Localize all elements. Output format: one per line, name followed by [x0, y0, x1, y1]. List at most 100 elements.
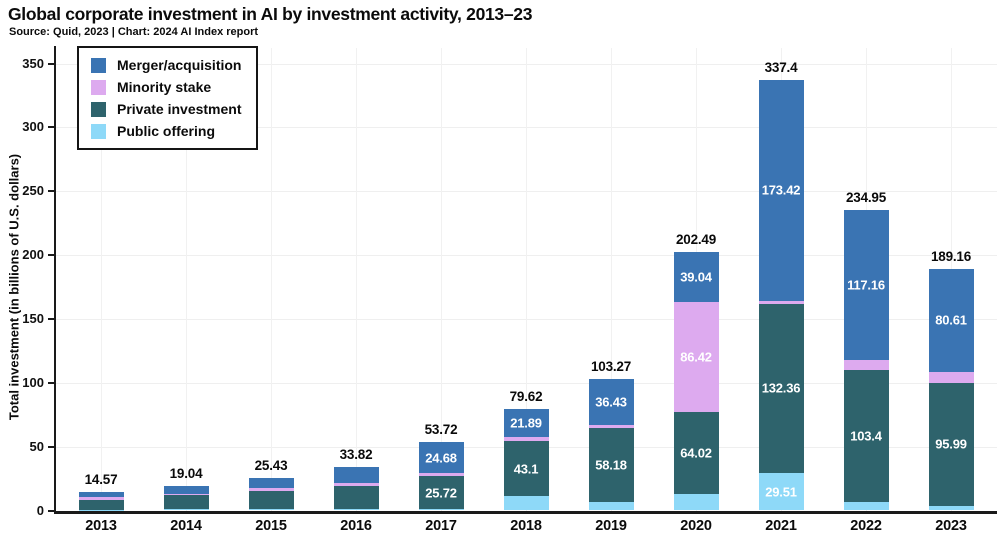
legend-label: Merger/acquisition	[117, 57, 242, 73]
bar-total-label-2023: 189.16	[930, 248, 972, 264]
segment-public-offering-2022	[843, 501, 889, 511]
legend-label: Minority stake	[117, 79, 212, 95]
segment-minority-stake-2013	[78, 497, 124, 501]
segment-value-label: 24.68	[425, 450, 457, 466]
segment-private-investment-2023: 95.99	[928, 382, 974, 506]
y-tick-label-350: 350	[22, 55, 44, 71]
segment-merger-acquisition-2020: 39.04	[673, 251, 719, 302]
segment-value-label: 25.72	[425, 485, 457, 501]
segment-minority-stake-2017	[418, 473, 464, 477]
segment-minority-stake-2023	[928, 371, 974, 383]
segment-private-investment-2013	[78, 500, 124, 510]
y-tick-label-50: 50	[29, 438, 44, 454]
x-tick-label-2013: 2013	[85, 518, 117, 534]
segment-value-label: 39.04	[680, 269, 712, 285]
v-gridline-2019	[611, 48, 612, 511]
segment-merger-acquisition-2022: 117.16	[843, 210, 889, 361]
v-gridline-2016	[356, 48, 357, 511]
legend-label: Private investment	[117, 101, 242, 117]
segment-value-label: 64.02	[680, 445, 712, 461]
x-tick-label-2022: 2022	[850, 518, 882, 534]
legend-label: Public offering	[117, 123, 215, 139]
segment-value-label: 80.61	[935, 312, 967, 328]
segment-private-investment-2022: 103.4	[843, 369, 889, 502]
legend-item-merger-acquisition: Merger/acquisition	[91, 57, 242, 73]
x-tick-label-2018: 2018	[510, 518, 542, 534]
segment-public-offering-2014	[163, 508, 209, 511]
x-tick-label-2020: 2020	[680, 518, 712, 534]
legend-swatch-icon	[91, 79, 106, 95]
bar-total-label-2018: 79.62	[509, 388, 543, 404]
segment-private-investment-2019: 58.18	[588, 428, 634, 503]
legend-item-public-offering: Public offering	[91, 123, 242, 139]
segment-private-investment-2021: 132.36	[758, 303, 804, 473]
segment-merger-acquisition-2017: 24.68	[418, 441, 464, 474]
segment-minority-stake-2014	[163, 494, 209, 496]
y-tick-mark	[48, 381, 54, 384]
segment-private-investment-2015	[248, 491, 294, 509]
v-gridline-2017	[441, 48, 442, 511]
segment-value-label: 117.16	[847, 277, 885, 293]
bar-total-label-2022: 234.95	[845, 190, 887, 206]
legend-item-private-investment: Private investment	[91, 101, 242, 117]
y-tick-mark	[48, 62, 54, 65]
segment-minority-stake-2019	[588, 425, 634, 429]
segment-public-offering-2016	[333, 508, 379, 511]
bar-total-label-2017: 53.72	[424, 421, 458, 437]
bar-total-label-2013: 14.57	[84, 471, 118, 487]
chart-title: Global corporate investment in AI by inv…	[8, 4, 533, 24]
x-tick-label-2015: 2015	[255, 518, 287, 534]
segment-private-investment-2014	[163, 495, 209, 509]
y-tick-mark	[48, 317, 54, 320]
bar-total-label-2020: 202.49	[675, 231, 717, 247]
y-tick-mark	[48, 254, 54, 257]
segment-value-label: 86.42	[680, 349, 712, 365]
segment-merger-acquisition-2014	[163, 486, 209, 495]
segment-value-label: 95.99	[935, 436, 967, 452]
segment-value-label: 43.1	[513, 461, 539, 477]
v-gridline-2015	[271, 48, 272, 511]
y-tick-label-100: 100	[22, 374, 44, 390]
legend-swatch-icon	[91, 57, 106, 73]
segment-minority-stake-2018	[503, 436, 549, 442]
y-tick-mark	[48, 190, 54, 193]
segment-value-label: 36.43	[595, 394, 627, 410]
x-axis-line	[54, 510, 997, 514]
segment-public-offering-2019	[588, 502, 634, 511]
x-tick-label-2017: 2017	[425, 518, 457, 534]
y-tick-label-250: 250	[22, 183, 44, 199]
segment-minority-stake-2015	[248, 488, 294, 492]
x-tick-label-2019: 2019	[595, 518, 627, 534]
v-gridline-2014	[186, 48, 187, 511]
segment-value-label: 58.18	[595, 457, 627, 473]
segment-value-label: 103.4	[850, 428, 882, 444]
v-gridline-2013	[101, 48, 102, 511]
bar-total-label-2015: 25.43	[254, 458, 288, 474]
segment-merger-acquisition-2016	[333, 467, 379, 483]
segment-private-investment-2016	[333, 485, 379, 509]
segment-value-label: 21.89	[510, 415, 542, 431]
bar-total-label-2014: 19.04	[169, 466, 203, 482]
segment-public-offering-2020	[673, 493, 719, 511]
chart-source-caption: Source: Quid, 2023 | Chart: 2024 AI Inde…	[9, 26, 259, 38]
segment-merger-acquisition-2015	[248, 478, 294, 489]
segment-minority-stake-2020: 86.42	[673, 301, 719, 413]
segment-merger-acquisition-2018: 21.89	[503, 408, 549, 437]
segment-merger-acquisition-2019: 36.43	[588, 378, 634, 426]
segment-merger-acquisition-2021: 173.42	[758, 79, 804, 302]
segment-minority-stake-2022	[843, 360, 889, 370]
segment-private-investment-2018: 43.1	[503, 441, 549, 497]
x-tick-label-2016: 2016	[340, 518, 372, 534]
x-tick-label-2014: 2014	[170, 518, 202, 534]
y-tick-mark	[48, 445, 54, 448]
segment-public-offering-2017	[418, 508, 464, 511]
segment-public-offering-2021: 29.51	[758, 472, 804, 511]
legend: Merger/acquisition Minority stake Private …	[77, 46, 258, 150]
y-axis-line	[54, 46, 56, 513]
bar-total-label-2021: 337.4	[764, 59, 798, 75]
y-tick-mark	[48, 126, 54, 129]
y-tick-mark	[48, 509, 54, 512]
x-tick-label-2023: 2023	[935, 518, 967, 534]
segment-public-offering-2015	[248, 508, 294, 511]
